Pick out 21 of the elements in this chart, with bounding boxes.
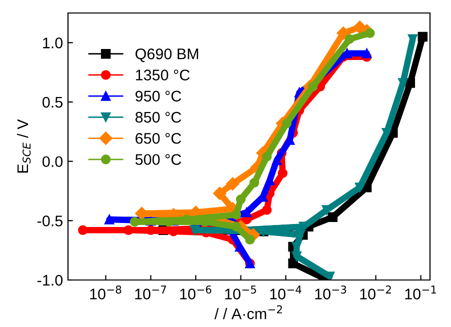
x-tick-label: 10$^{−4}$ (270, 286, 302, 300)
x-axis-title: / / A·cm$^{−2}$ (214, 305, 282, 320)
legend-label: 950 °C (136, 90, 182, 102)
y-axis-title: E$_{SCE}$ / V (16, 119, 31, 173)
y-tick-label: 1.0 (43, 38, 63, 48)
x-tick-label: 10$^{−8}$ (90, 286, 122, 300)
y-tick-label: -1.0 (37, 274, 63, 286)
y-tick-label: -0.5 (37, 216, 62, 226)
y-tick-label: 0.5 (42, 96, 62, 108)
legend-label: 650 °C (136, 132, 182, 144)
legend-label: 500 °C (135, 154, 182, 165)
x-tick-label: 10$^{−1}$ (405, 286, 436, 300)
y-tick-label: 0.0 (42, 156, 63, 168)
x-tick-label: 10$^{−3}$ (315, 286, 346, 300)
x-tick-label: 10$^{−5}$ (225, 286, 256, 300)
x-tick-label: 10$^{−7}$ (135, 286, 166, 300)
legend-label: 1350 °C (136, 70, 190, 80)
x-tick-label: 10$^{−6}$ (180, 286, 212, 300)
legend-label: 850 °C (135, 112, 182, 123)
legend-label: Q690 BM (136, 48, 198, 62)
x-tick-label: 10$^{−2}$ (360, 286, 391, 300)
